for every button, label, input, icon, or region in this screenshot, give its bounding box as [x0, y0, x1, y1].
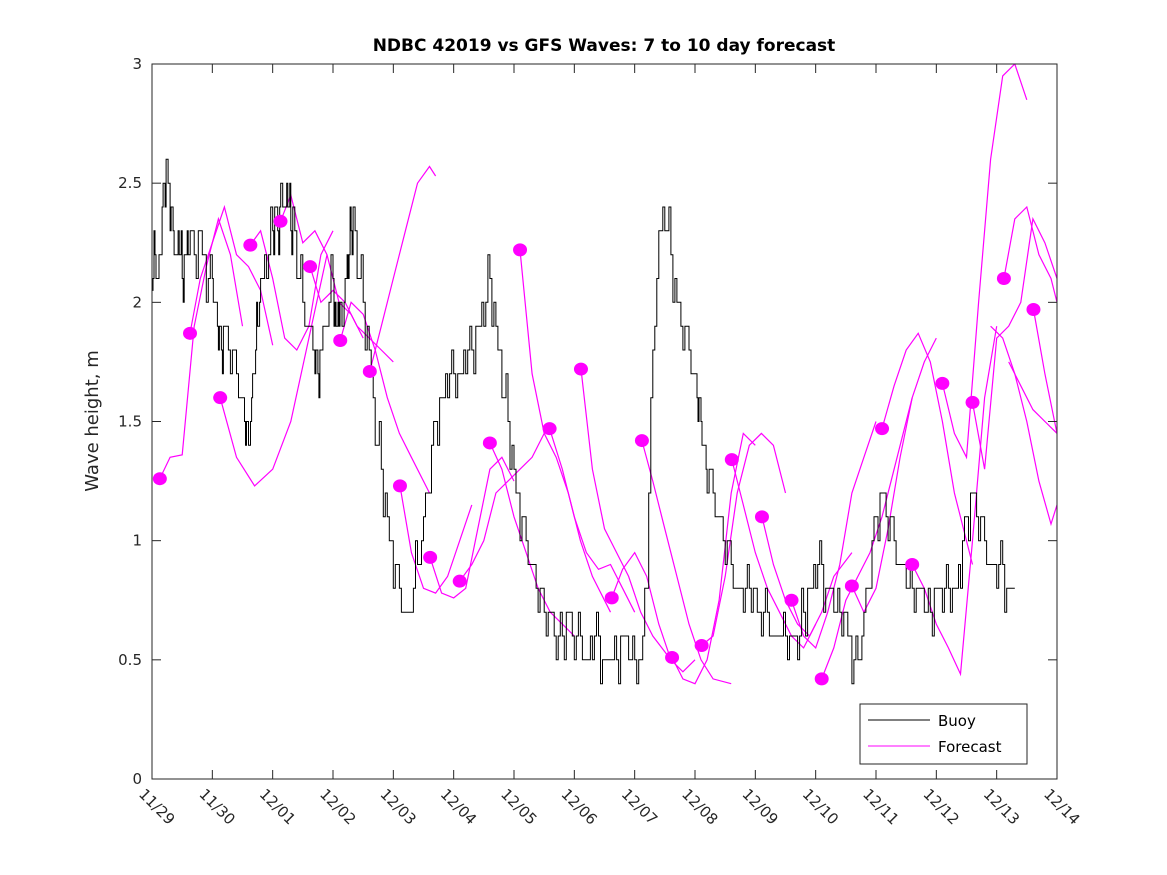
y-axis-label: Wave height, m	[82, 350, 103, 491]
forecast-line	[189, 204, 274, 346]
forecast-line	[580, 369, 672, 661]
x-tick-label: 12/10	[799, 785, 842, 828]
forecast-line	[911, 326, 998, 677]
y-tick-label: 0.5	[118, 651, 142, 669]
forecast-series	[159, 64, 1057, 685]
forecast-start-dot	[875, 422, 890, 436]
forecast-start-dot	[694, 639, 709, 653]
forecast-line	[671, 432, 756, 685]
x-tick-label: 12/07	[618, 785, 661, 828]
forecast-line	[219, 254, 328, 487]
x-tick-label: 12/12	[920, 785, 963, 828]
forecast-line	[1008, 361, 1057, 434]
x-tick-label: 12/06	[558, 785, 601, 828]
forecast-start-dot	[273, 214, 288, 228]
forecast-start-dot	[905, 558, 920, 571]
forecast-start-dot	[362, 364, 377, 378]
forecast-start-dot	[303, 260, 318, 274]
forecast-line	[971, 216, 1057, 470]
plot-area	[152, 64, 1057, 779]
forecast-start-dot	[634, 434, 649, 448]
x-tick-label: 12/13	[980, 785, 1023, 828]
x-tick-label: 12/03	[377, 785, 420, 828]
forecast-line	[309, 266, 394, 363]
forecast-start-dot	[213, 391, 228, 405]
forecast-start-dot	[333, 333, 348, 347]
forecast-start-dot	[935, 376, 950, 390]
forecast-start-dot	[573, 362, 588, 376]
x-tick-label: 12/05	[497, 785, 540, 828]
forecast-line	[549, 428, 636, 613]
forecast-start-dot	[513, 243, 528, 257]
forecast-start-dot	[784, 593, 799, 607]
forecast-line	[731, 459, 817, 649]
forecast-line	[990, 325, 1057, 527]
forecast-line	[881, 332, 974, 565]
x-tick-label: 12/08	[678, 785, 721, 828]
forecast-line	[369, 165, 437, 372]
forecast-start-dot	[482, 436, 497, 450]
forecast-line	[701, 432, 787, 646]
x-tick-label: 12/02	[316, 785, 359, 828]
forecast-line	[339, 301, 431, 494]
legend-buoy-label: Buoy	[938, 712, 976, 730]
forecast-line	[761, 516, 853, 638]
forecast-line	[249, 229, 334, 352]
forecast-start-dot	[814, 672, 829, 686]
forecast-start-dot	[542, 422, 557, 436]
legend-forecast-label: Forecast	[938, 738, 1002, 756]
forecast-line	[459, 433, 545, 582]
forecast-line	[1003, 205, 1057, 303]
forecast-start-dot	[452, 574, 467, 588]
buoy-series	[152, 158, 1015, 685]
legend-box	[859, 703, 1028, 765]
forecast-start-dot	[243, 238, 258, 252]
buoy-line	[152, 158, 1015, 685]
x-tick-label: 12/11	[859, 785, 902, 828]
forecast-line	[641, 440, 732, 685]
x-tick-label: 12/14	[1040, 785, 1083, 828]
forecast-start-dot	[1026, 302, 1041, 316]
x-tick-label: 12/09	[739, 785, 782, 828]
y-tick-label: 2	[132, 293, 142, 311]
forecast-start-dot	[604, 591, 619, 605]
forecast-line	[611, 551, 696, 673]
forecast-line	[279, 193, 364, 339]
y-tick-label: 2.5	[118, 174, 142, 192]
y-tick-label: 0	[132, 770, 142, 788]
forecast-line	[519, 249, 612, 613]
y-tick-label: 3	[132, 55, 142, 73]
forecast-line	[159, 216, 244, 479]
y-tick-label: 1	[132, 532, 142, 550]
forecast-start-dot	[724, 453, 739, 467]
x-tick-label: 11/30	[196, 785, 239, 828]
forecast-start-dot	[665, 650, 680, 664]
forecast-start-dot	[183, 326, 198, 340]
forecast-start-dot	[754, 510, 769, 524]
forecast-line	[821, 397, 913, 680]
y-tick-label: 1.5	[118, 413, 142, 431]
forecast-line	[1032, 309, 1057, 434]
x-tick-label: 12/01	[256, 785, 299, 828]
legend: Buoy Forecast	[859, 703, 1028, 765]
forecast-start-dot	[152, 472, 167, 486]
forecast-start-dot	[965, 395, 980, 409]
chart-title: NDBC 42019 vs GFS Waves: 7 to 10 day for…	[373, 36, 836, 56]
forecast-start-dot	[844, 579, 859, 593]
forecast-start-dot	[392, 479, 407, 493]
x-tick-label: 11/29	[135, 785, 178, 828]
forecast-line	[429, 456, 515, 599]
forecast-line	[941, 64, 1028, 460]
forecast-start-dot	[423, 550, 438, 564]
x-tick-label: 12/04	[437, 785, 480, 828]
y-axis: 0 0.5 1 1.5 2 2.5 3	[118, 55, 1057, 788]
forecast-line	[399, 485, 473, 594]
forecast-start-markers	[152, 214, 1041, 686]
forecast-start-dot	[996, 272, 1011, 285]
